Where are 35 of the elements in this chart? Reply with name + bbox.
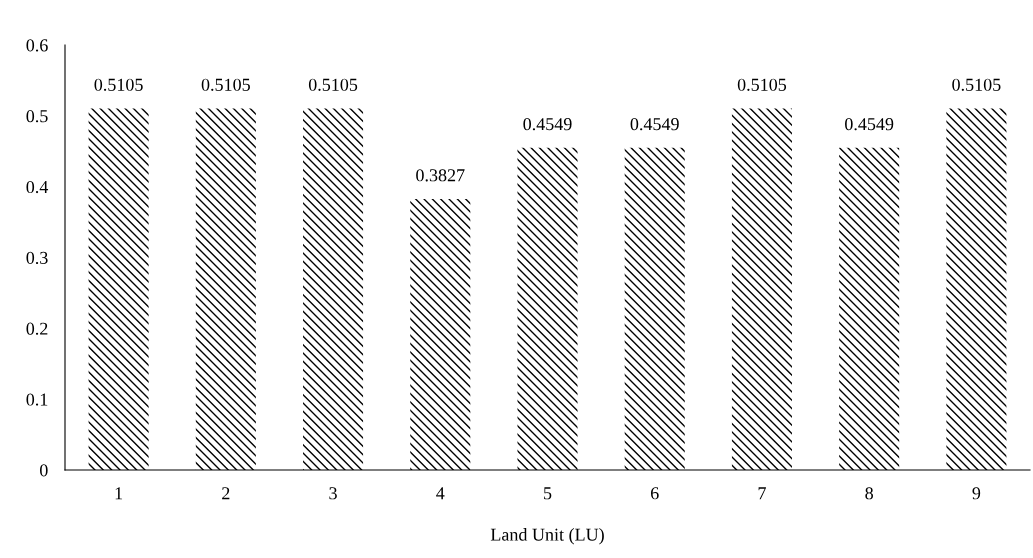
x-tick-label: 1 [115, 487, 123, 500]
y-tick-label: 0.5 [26, 110, 48, 123]
data-label: 0.4549 [845, 118, 894, 131]
data-label: 0.5105 [737, 78, 787, 91]
x-tick-label: 6 [650, 487, 659, 500]
data-label: 0.5105 [952, 78, 1001, 91]
x-tick-label: 8 [865, 487, 873, 500]
bar [624, 147, 685, 470]
x-axis-title: Land Unit (LU) [490, 528, 604, 545]
data-label: 0.5105 [94, 78, 143, 91]
bar [517, 147, 578, 470]
bar [839, 147, 900, 470]
y-tick-label: 0.6 [26, 39, 48, 52]
bar [410, 198, 471, 470]
x-tick-label: 9 [972, 487, 981, 500]
x-tick-label: 2 [222, 487, 230, 500]
data-label: 0.3827 [416, 169, 465, 182]
y-tick-label: 0.4 [26, 180, 49, 194]
data-label: 0.4549 [630, 118, 679, 131]
y-tick-label: 0.3 [26, 251, 48, 265]
x-tick-label: 3 [329, 487, 337, 500]
bar [88, 108, 149, 470]
x-tick-label: 4 [436, 487, 445, 500]
bar [946, 108, 1007, 470]
y-tick-label: 0 [39, 464, 48, 477]
bar [303, 108, 364, 470]
data-label: 0.4549 [523, 118, 572, 131]
y-tick-label: 0.2 [26, 322, 48, 335]
x-tick-label: 5 [544, 487, 552, 500]
y-tick-label: 0.1 [26, 393, 48, 406]
bar [731, 108, 792, 470]
data-label: 0.5105 [201, 78, 250, 91]
data-label: 0.5105 [308, 78, 358, 91]
bar [195, 108, 256, 470]
x-tick-label: 7 [758, 487, 766, 500]
